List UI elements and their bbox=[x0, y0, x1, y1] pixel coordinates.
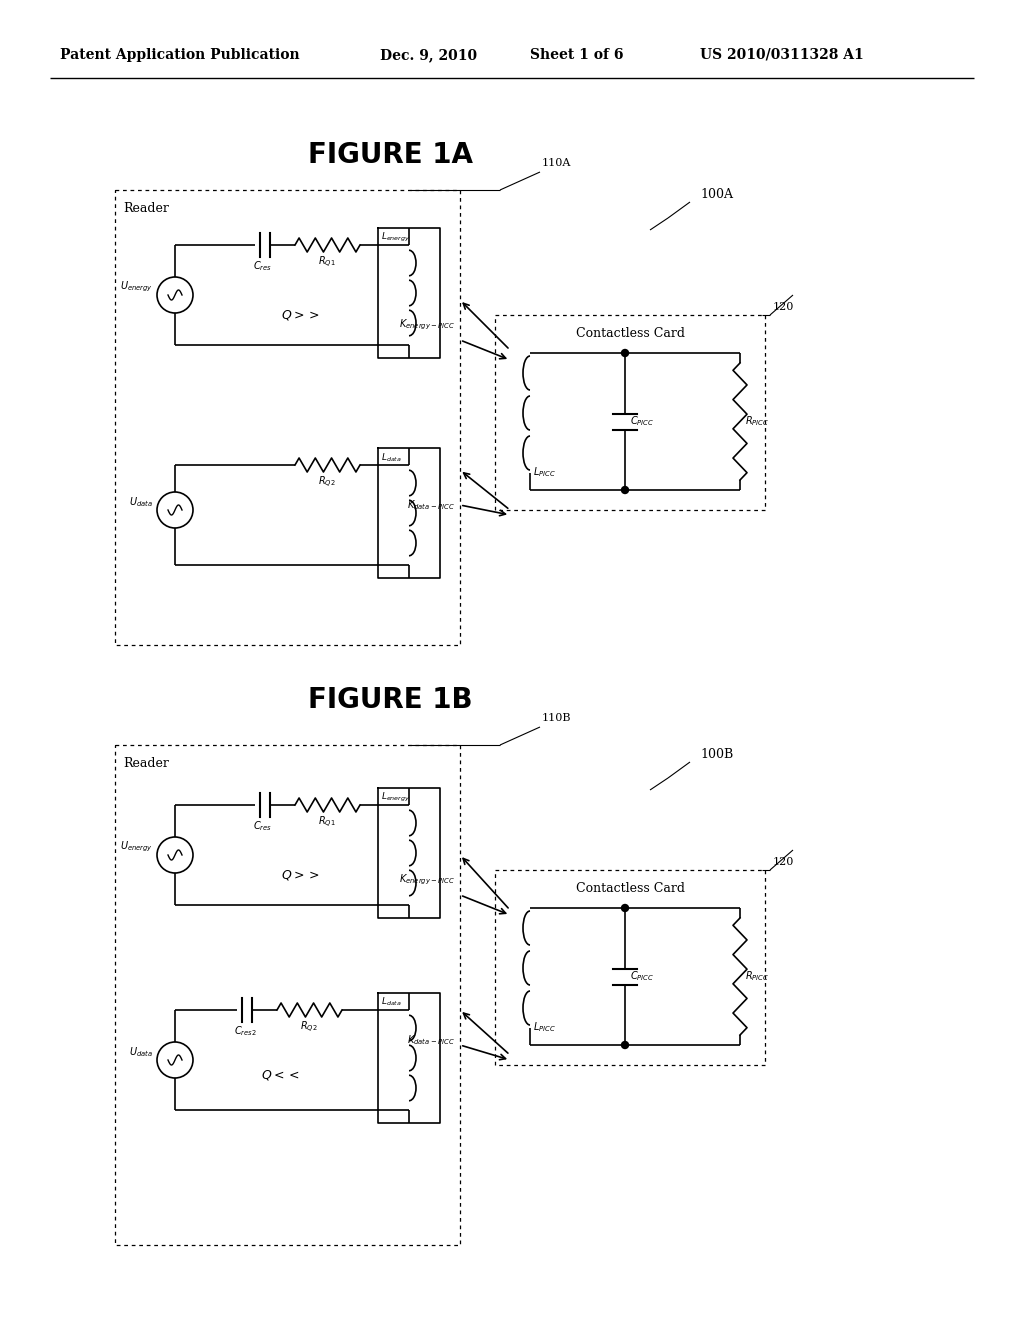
Text: $K_{data-PICC}$: $K_{data-PICC}$ bbox=[408, 1034, 455, 1047]
Text: $R_{Q1}$: $R_{Q1}$ bbox=[318, 255, 336, 271]
Text: $R_{PICC}$: $R_{PICC}$ bbox=[745, 414, 769, 429]
Text: $R_{Q2}$: $R_{Q2}$ bbox=[318, 475, 336, 490]
Circle shape bbox=[622, 350, 629, 356]
Text: $L_{PICC}$: $L_{PICC}$ bbox=[534, 465, 556, 479]
Text: $U_{data}$: $U_{data}$ bbox=[129, 495, 153, 510]
Text: $L_{energy}$: $L_{energy}$ bbox=[381, 791, 411, 804]
Text: $C_{res2}$: $C_{res2}$ bbox=[233, 1024, 256, 1038]
Circle shape bbox=[622, 904, 629, 912]
Text: $U_{energy}$: $U_{energy}$ bbox=[120, 840, 153, 854]
Text: $L_{data}$: $L_{data}$ bbox=[381, 451, 401, 463]
Text: FIGURE 1A: FIGURE 1A bbox=[307, 141, 472, 169]
Text: $K_{energy-PICC}$: $K_{energy-PICC}$ bbox=[398, 873, 455, 887]
Text: Sheet 1 of 6: Sheet 1 of 6 bbox=[530, 48, 624, 62]
Text: $L_{data}$: $L_{data}$ bbox=[381, 997, 401, 1008]
Text: $Q<<$: $Q<<$ bbox=[260, 1068, 299, 1082]
Text: $R_{PICC}$: $R_{PICC}$ bbox=[745, 970, 769, 983]
Text: Reader: Reader bbox=[123, 756, 169, 770]
Text: $C_{res}$: $C_{res}$ bbox=[253, 259, 272, 273]
Text: $R_{Q2}$: $R_{Q2}$ bbox=[300, 1020, 317, 1035]
Text: $U_{energy}$: $U_{energy}$ bbox=[120, 280, 153, 294]
Text: $K_{energy-PICC}$: $K_{energy-PICC}$ bbox=[398, 318, 455, 333]
Text: $L_{PICC}$: $L_{PICC}$ bbox=[534, 1020, 556, 1034]
Text: Contactless Card: Contactless Card bbox=[575, 882, 684, 895]
Text: $Q>>$: $Q>>$ bbox=[281, 308, 319, 322]
Text: 110A: 110A bbox=[542, 158, 571, 168]
Text: FIGURE 1B: FIGURE 1B bbox=[307, 686, 472, 714]
Circle shape bbox=[622, 1041, 629, 1048]
Text: $C_{PICC}$: $C_{PICC}$ bbox=[630, 414, 654, 429]
Text: $C_{res}$: $C_{res}$ bbox=[253, 818, 272, 833]
Text: $Q>>$: $Q>>$ bbox=[281, 869, 319, 882]
Text: $U_{data}$: $U_{data}$ bbox=[129, 1045, 153, 1059]
Text: 100B: 100B bbox=[700, 748, 733, 762]
Text: $C_{PICC}$: $C_{PICC}$ bbox=[630, 970, 654, 983]
Text: 120: 120 bbox=[773, 857, 795, 867]
Text: Dec. 9, 2010: Dec. 9, 2010 bbox=[380, 48, 477, 62]
Text: Contactless Card: Contactless Card bbox=[575, 327, 684, 341]
Text: 100A: 100A bbox=[700, 189, 733, 202]
Text: 120: 120 bbox=[773, 302, 795, 312]
Text: $K_{data-PICC}$: $K_{data-PICC}$ bbox=[408, 498, 455, 512]
Text: Reader: Reader bbox=[123, 202, 169, 215]
Text: US 2010/0311328 A1: US 2010/0311328 A1 bbox=[700, 48, 864, 62]
Text: 110B: 110B bbox=[542, 713, 571, 723]
Text: Patent Application Publication: Patent Application Publication bbox=[60, 48, 300, 62]
Circle shape bbox=[622, 487, 629, 494]
Text: $L_{energy}$: $L_{energy}$ bbox=[381, 231, 411, 244]
Text: $R_{Q1}$: $R_{Q1}$ bbox=[318, 814, 336, 830]
